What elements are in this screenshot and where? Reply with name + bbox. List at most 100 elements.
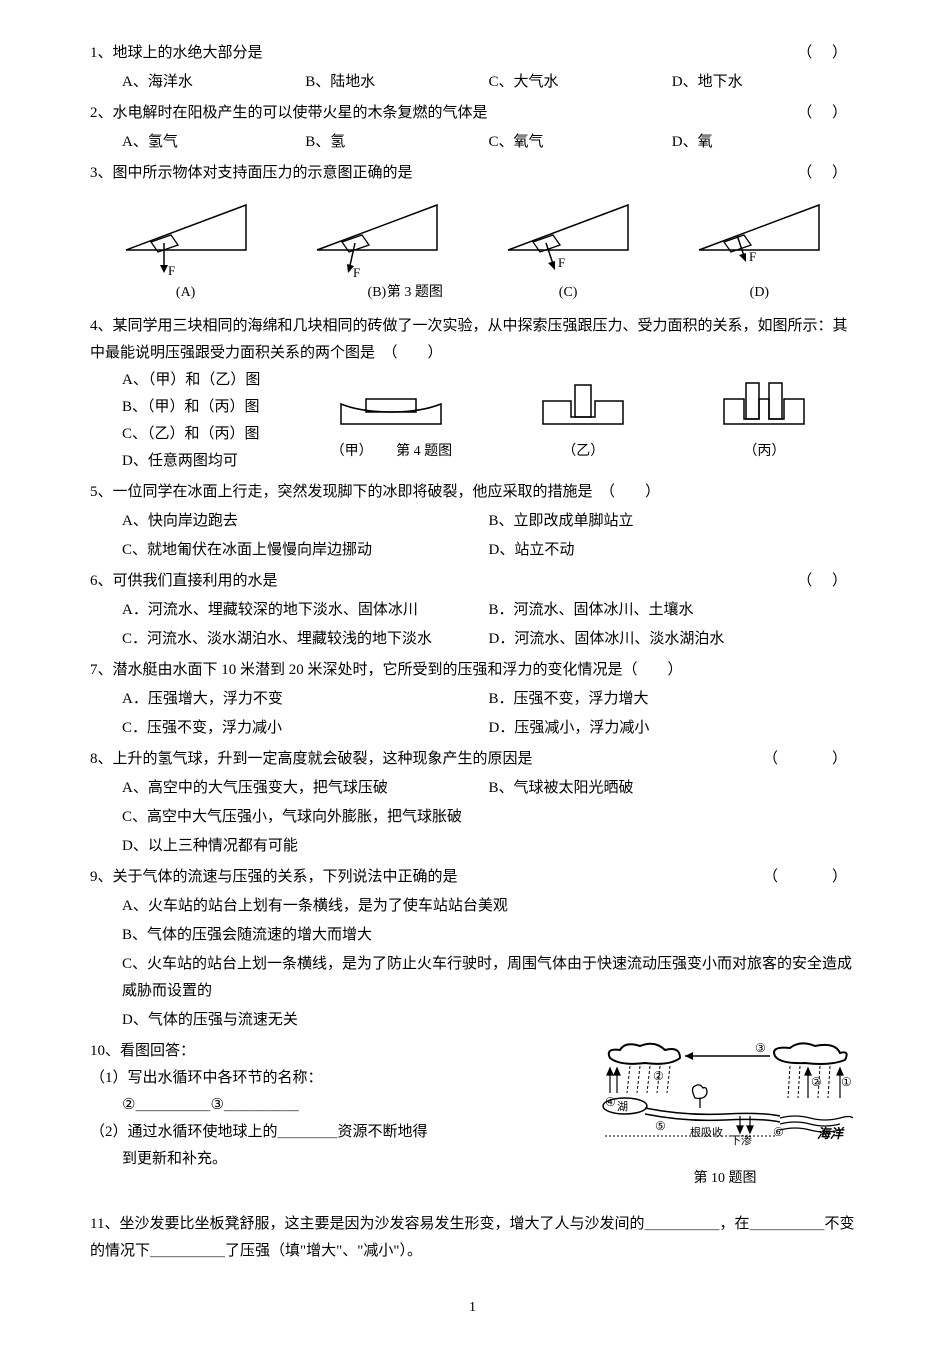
q9-opt-c: C、火车站的站台上划一条横线，是为了防止火车行驶时，周围气体由于快速流动压强变小…: [90, 951, 855, 1005]
q3-caption: 第 3 题图: [387, 280, 443, 305]
q4-fig-jia: （甲） 第 4 题图: [331, 379, 453, 464]
q2-opt-d: D、氧: [672, 129, 855, 156]
q6-opt-a: A．河流水、埋藏较深的地下淡水、固体冰川: [122, 597, 489, 624]
svg-text:F: F: [353, 265, 360, 280]
q10-label-xiashen: 下渗: [730, 1133, 752, 1147]
question-6: （ ） 6、可供我们直接利用的水是 A．河流水、埋藏较深的地下淡水、固体冰川 B…: [90, 568, 855, 653]
q1-opt-b: B、陆地水: [305, 69, 488, 96]
q4-stem: 4、某同学用三块相同的海绵和几块相同的砖做了一次实验，从中探索压强跟压力、受力面…: [90, 313, 855, 367]
q3-fig-c: F (C): [498, 195, 638, 305]
q4-svg-yi: [533, 379, 633, 439]
q10-label-3: ③: [755, 1041, 766, 1055]
q10-sub1: （1）写出水循环中各环节的名称：: [90, 1065, 595, 1092]
q3-fig-b: F (B) 第 3 题图: [307, 195, 447, 305]
q6-paren: （ ）: [797, 568, 855, 595]
q4-opt-c: C、（乙）和（丙）图: [122, 421, 290, 448]
svg-text:F: F: [749, 249, 756, 264]
q1-opt-c: C、大气水: [489, 69, 672, 96]
q8-paren: （ ）: [763, 746, 855, 773]
q4-label-jia: （甲）: [331, 444, 373, 459]
q4-caption: 第 4 题图: [396, 444, 452, 459]
q2-opt-a: A、氢气: [122, 129, 305, 156]
q3-label-c: (C): [498, 280, 638, 305]
q10-sub2b: 到更新和补充。: [90, 1146, 595, 1173]
q10-sub2a: （2）通过水循环使地球上的＿＿＿＿资源不断地得: [90, 1119, 595, 1146]
q3-label-a: (A): [116, 280, 256, 305]
q5-stem: 5、一位同学在冰面上行走，突然发现脚下的冰即将破裂，他应采取的措施是 （ ）: [90, 479, 855, 506]
q5-opt-b: B、立即改成单脚站立: [489, 508, 856, 535]
q3-fig-a: F (A): [116, 195, 256, 305]
svg-text:F: F: [558, 255, 565, 270]
question-3: （ ） 3、图中所示物体对支持面压力的示意图正确的是 F (A) F (B): [90, 160, 855, 305]
q8-opt-c: C、高空中大气压强小，气球向外膨胀，把气球胀破: [90, 804, 855, 831]
q4-options: A、（甲）和（乙）图 B、（甲）和（丙）图 C、（乙）和（丙）图 D、任意两图均…: [90, 367, 290, 475]
q7-stem: 7、潜水艇由水面下 10 米潜到 20 米深处时，它所受到的压强和浮力的变化情况…: [90, 657, 855, 684]
q4-label-yi: （乙）: [533, 439, 633, 464]
q10-label-6: ⑥: [773, 1125, 784, 1139]
q3-svg-a: F: [116, 195, 256, 280]
q9-paren: （ ）: [763, 864, 855, 891]
q10-label-2: ②: [653, 1069, 664, 1083]
q1-options: A、海洋水 B、陆地水 C、大气水 D、地下水: [90, 69, 855, 96]
q4-fig-bing: （丙）: [714, 379, 814, 464]
q3-svg-d: F: [689, 195, 829, 280]
q6-stem: 6、可供我们直接利用的水是: [90, 568, 855, 595]
question-8: （ ） 8、上升的氢气球，升到一定高度就会破裂，这种现象产生的原因是 A、高空中…: [90, 746, 855, 860]
q8-options-row1: A、高空中的大气压强变大，把气球压破 B、气球被太阳光晒破: [90, 775, 855, 802]
q8-opt-a: A、高空中的大气压强变大，把气球压破: [122, 775, 489, 802]
q10-caption: 第 10 题图: [595, 1166, 855, 1191]
q7-opt-d: D．压强减小，浮力减小: [489, 715, 856, 742]
q4-fig-yi: （乙）: [533, 379, 633, 464]
q5-opt-d: D、站立不动: [489, 537, 856, 564]
q4-svg-bing: [714, 379, 814, 439]
q5-opt-a: A、快向岸边跑去: [122, 508, 489, 535]
q3-svg-b: F: [307, 195, 447, 280]
q10-label-hu: 湖: [617, 1100, 628, 1113]
q6-opt-d: D．河流水、固体冰川、淡水湖泊水: [489, 626, 856, 653]
q9-stem: 9、关于气体的流速与压强的关系，下列说法中正确的是: [90, 864, 855, 891]
q10-label-1: ①: [841, 1075, 852, 1089]
q7-opt-a: A．压强增大，浮力不变: [122, 686, 489, 713]
q4-figures: （甲） 第 4 题图 （乙） （丙）: [290, 367, 855, 475]
q8-opt-b: B、气球被太阳光晒破: [489, 775, 856, 802]
q10-sub1b: ②＿＿＿＿＿③＿＿＿＿＿: [90, 1092, 595, 1119]
q7-options-row2: C．压强不变，浮力减小 D．压强减小，浮力减小: [90, 715, 855, 742]
q7-opt-c: C．压强不变，浮力减小: [122, 715, 489, 742]
q1-paren: （ ）: [797, 40, 855, 67]
q10-figure: ③ ② ④: [595, 1038, 855, 1191]
page-number: 1: [90, 1295, 855, 1320]
q4-svg-jia: [331, 379, 451, 439]
q5-opt-c: C、就地匍伏在冰面上慢慢向岸边挪动: [122, 537, 489, 564]
q2-opt-c: C、氧气: [489, 129, 672, 156]
question-5: 5、一位同学在冰面上行走，突然发现脚下的冰即将破裂，他应采取的措施是 （ ） A…: [90, 479, 855, 564]
q2-paren: （ ）: [797, 100, 855, 127]
q5-options: A、快向岸边跑去 B、立即改成单脚站立: [90, 508, 855, 535]
q6-opt-c: C．河流水、淡水湖泊水、埋藏较浅的地下淡水: [122, 626, 489, 653]
q3-fig-d: F (D): [689, 195, 829, 305]
q11-stem: 11、坐沙发要比坐板凳舒服，这主要是因为沙发容易发生形变，增大了人与沙发间的＿＿…: [90, 1211, 855, 1265]
q4-opt-b: B、（甲）和（丙）图: [122, 394, 290, 421]
q4-opt-a: A、（甲）和（乙）图: [122, 367, 290, 394]
q4-label-bing: （丙）: [714, 439, 814, 464]
q9-opt-d: D、气体的压强与流速无关: [90, 1007, 855, 1034]
q3-figures: F (A) F (B) 第 3 题图 F: [90, 195, 855, 305]
q6-opt-b: B．河流水、固体冰川、土壤水: [489, 597, 856, 624]
q1-opt-d: D、地下水: [672, 69, 855, 96]
svg-text:F: F: [168, 263, 175, 278]
question-2: （ ） 2、水电解时在阳极产生的可以使带火星的木条复燃的气体是 A、氢气 B、氢…: [90, 100, 855, 156]
question-9: （ ） 9、关于气体的流速与压强的关系，下列说法中正确的是 A、火车站的站台上划…: [90, 864, 855, 1034]
q3-svg-c: F: [498, 195, 638, 280]
q9-opt-a: A、火车站的站台上划有一条横线，是为了使车站站台美观: [90, 893, 855, 920]
q10-stem: 10、看图回答：: [90, 1038, 595, 1065]
q10-label-xishou: 根吸收: [690, 1125, 723, 1139]
q9-opt-b: B、气体的压强会随流速的增大而增大: [90, 922, 855, 949]
q3-label-d: (D): [689, 280, 829, 305]
question-11: 11、坐沙发要比坐板凳舒服，这主要是因为沙发容易发生形变，增大了人与沙发间的＿＿…: [90, 1211, 855, 1265]
q6-options-row1: A．河流水、埋藏较深的地下淡水、固体冰川 B．河流水、固体冰川、土壤水: [90, 597, 855, 624]
q3-label-b: (B): [368, 285, 387, 300]
q1-opt-a: A、海洋水: [122, 69, 305, 96]
q2-options: A、氢气 B、氢 C、氧气 D、氧: [90, 129, 855, 156]
q7-options-row1: A．压强增大，浮力不变 B．压强不变，浮力增大: [90, 686, 855, 713]
question-1: （ ） 1、地球上的水绝大部分是 A、海洋水 B、陆地水 C、大气水 D、地下水: [90, 40, 855, 96]
q7-opt-b: B．压强不变，浮力增大: [489, 686, 856, 713]
